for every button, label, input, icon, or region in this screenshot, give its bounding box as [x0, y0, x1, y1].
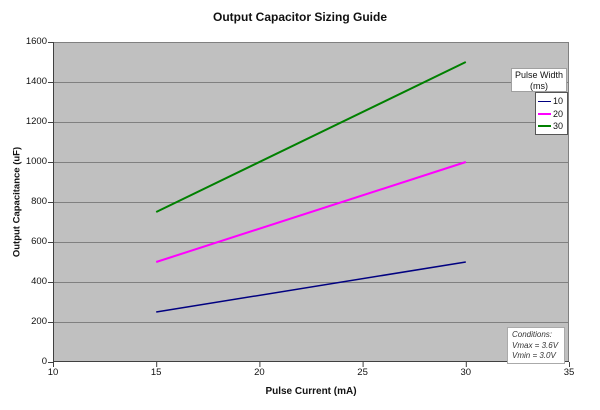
y-tick-label-0: 0: [41, 356, 47, 367]
legend-title-line2: (ms): [530, 80, 548, 91]
conditions-annotation: Conditions: Vmax = 3.6V Vmin = 3.0V: [507, 327, 565, 364]
conditions-line1: Conditions:: [512, 330, 553, 339]
legend-entry: 10: [536, 95, 567, 108]
y-tick-label-800: 800: [31, 196, 47, 207]
y-tick-label-1000: 1000: [25, 156, 47, 167]
plot-area: [48, 42, 570, 367]
y-tick-label-1200: 1200: [25, 116, 47, 127]
conditions-line2: Vmax = 3.6V: [512, 340, 559, 350]
legend-entry: 20: [536, 108, 567, 121]
y-tick-label-600: 600: [31, 236, 47, 247]
plot-canvas: [48, 42, 570, 367]
x-tick-label-25: 25: [357, 367, 368, 378]
legend-entry-label: 20: [553, 108, 564, 119]
x-tick-label-15: 15: [150, 367, 162, 378]
legend-title-line1: Pulse Width: [514, 70, 564, 80]
x-tick-label-10: 10: [47, 367, 59, 378]
legend-entry-label: 30: [553, 121, 564, 132]
legend-line-sample-20: [538, 112, 551, 115]
series-line-20ms: [155, 161, 467, 263]
legend-entry: 30: [536, 120, 567, 133]
series-line-10ms: [156, 261, 466, 313]
legend-title: Pulse Width (ms): [511, 68, 567, 92]
x-axis-title: Pulse Current (mA): [265, 386, 357, 397]
y-tick-label-200: 200: [31, 316, 47, 327]
y-tick-label-1600: 1600: [25, 36, 47, 47]
y-tick-label-400: 400: [31, 276, 47, 287]
legend: 10 20 30: [535, 92, 568, 135]
y-tick-label-1400: 1400: [25, 76, 47, 87]
x-tick-label-20: 20: [254, 367, 265, 378]
x-tick-label-30: 30: [460, 367, 472, 378]
x-tick-label-35: 35: [563, 367, 575, 378]
legend-entry-label: 10: [553, 96, 564, 107]
series-line-30ms: [155, 61, 467, 213]
legend-line-sample-30: [538, 125, 551, 128]
conditions-line3: Vmin = 3.0V: [512, 351, 556, 360]
legend-line-sample-10: [538, 100, 551, 102]
chart-title: Output Capacitor Sizing Guide: [213, 10, 387, 24]
